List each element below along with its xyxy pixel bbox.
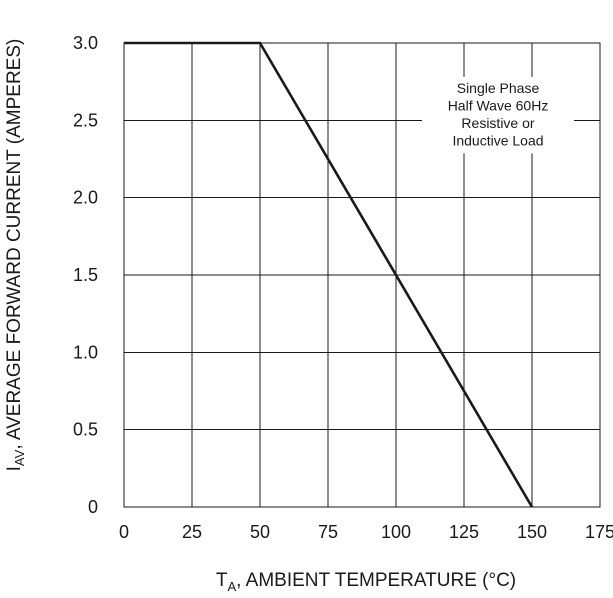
y-axis-title-main: I (4, 466, 25, 471)
x-tick-label: 100 (381, 522, 411, 542)
plot-frame (123, 42, 601, 508)
x-axis-title-rest: , AMBIENT TEMPERATURE (°C) (236, 570, 516, 591)
x-tick-label: 25 (182, 522, 202, 542)
series-layer (124, 41, 534, 508)
x-tick-label: 150 (517, 522, 547, 542)
annotation-line: Inductive Load (452, 132, 543, 148)
y-tick-label: 1.5 (73, 265, 98, 285)
annotation-line: Single Phase (457, 80, 540, 96)
y-tick-label: 0.5 (73, 420, 98, 440)
x-tick-label: 75 (318, 522, 338, 542)
annotation-background (422, 76, 574, 154)
y-axis-title: IAV, AVERAGE FORWARD CURRENT (AMPERES) (4, 39, 27, 472)
y-tick-label: 1.0 (73, 342, 98, 362)
annotation-line: Resistive or (461, 115, 534, 131)
y-tick-label: 0 (88, 497, 98, 517)
x-tick-label: 175 (585, 522, 613, 542)
x-axis-title-main: T (216, 570, 228, 591)
x-axis-title: TA, AMBIENT TEMPERATURE (°C) (216, 570, 516, 594)
x-tick-labels: 0 25 50 75 100 125 150 175 (119, 522, 613, 542)
y-axis-title-rest: , AVERAGE FORWARD CURRENT (AMPERES) (4, 39, 25, 450)
annotation-line: Half Wave 60Hz (448, 97, 549, 113)
y-tick-labels: 0 0.5 1.0 1.5 2.0 2.5 3.0 (73, 33, 98, 517)
y-tick-label: 2.5 (73, 110, 98, 130)
x-tick-label: 50 (250, 522, 270, 542)
y-tick-label: 3.0 (73, 33, 98, 53)
derating-curve-0 (124, 41, 534, 508)
y-tick-label: 2.0 (73, 188, 98, 208)
x-tick-label: 0 (119, 522, 129, 542)
x-tick-label: 125 (449, 522, 479, 542)
x-axis-title-subscript: A (227, 579, 236, 594)
y-axis-title-subscript: AV (12, 449, 27, 466)
